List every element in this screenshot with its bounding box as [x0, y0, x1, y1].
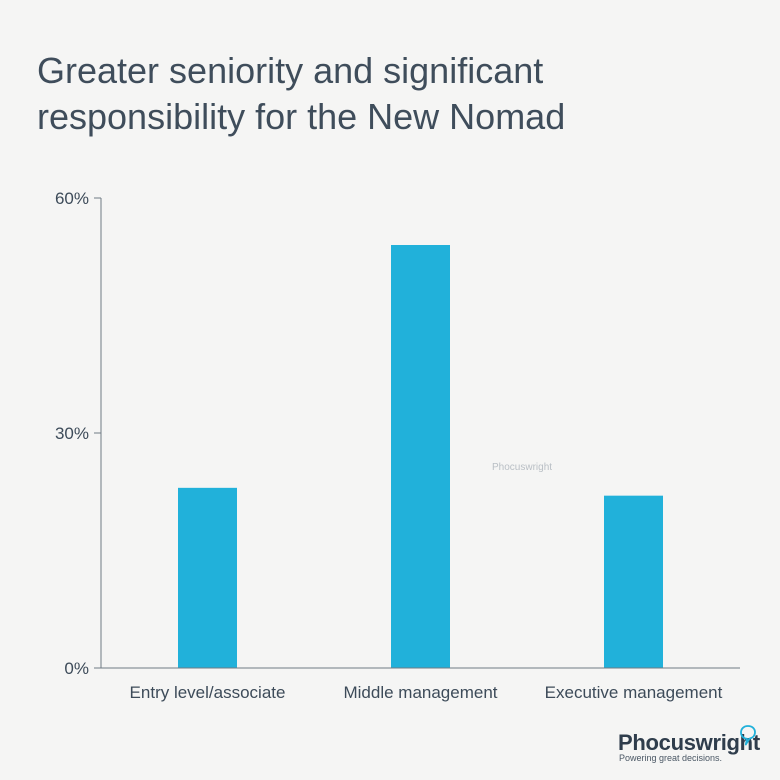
chart-title: Greater seniority and significant respon… [37, 50, 566, 137]
y-tick-label: 60% [55, 189, 89, 208]
x-tick-label: Executive management [545, 683, 723, 702]
bar-1 [391, 245, 450, 668]
bar-0 [178, 487, 237, 668]
brand-name: Phocuswright [618, 730, 760, 755]
y-tick-label: 30% [55, 424, 89, 443]
bars-group [178, 245, 663, 668]
x-tick-label: Middle management [343, 683, 497, 702]
speech-bubble-icon [740, 725, 756, 746]
y-tick-label: 0% [64, 659, 89, 678]
x-tick-label: Entry level/associate [130, 683, 286, 702]
brand-tagline: Powering great decisions. [619, 753, 723, 763]
x-axis-labels: Entry level/associate Middle management Ex… [130, 683, 723, 702]
y-axis-ticks: 0% 30% 60% [55, 189, 101, 678]
bar-2 [604, 495, 663, 668]
watermark-logo: Phocuswright [492, 462, 553, 473]
brand-logo: Phocuswright Powering great decisions. [618, 725, 768, 770]
